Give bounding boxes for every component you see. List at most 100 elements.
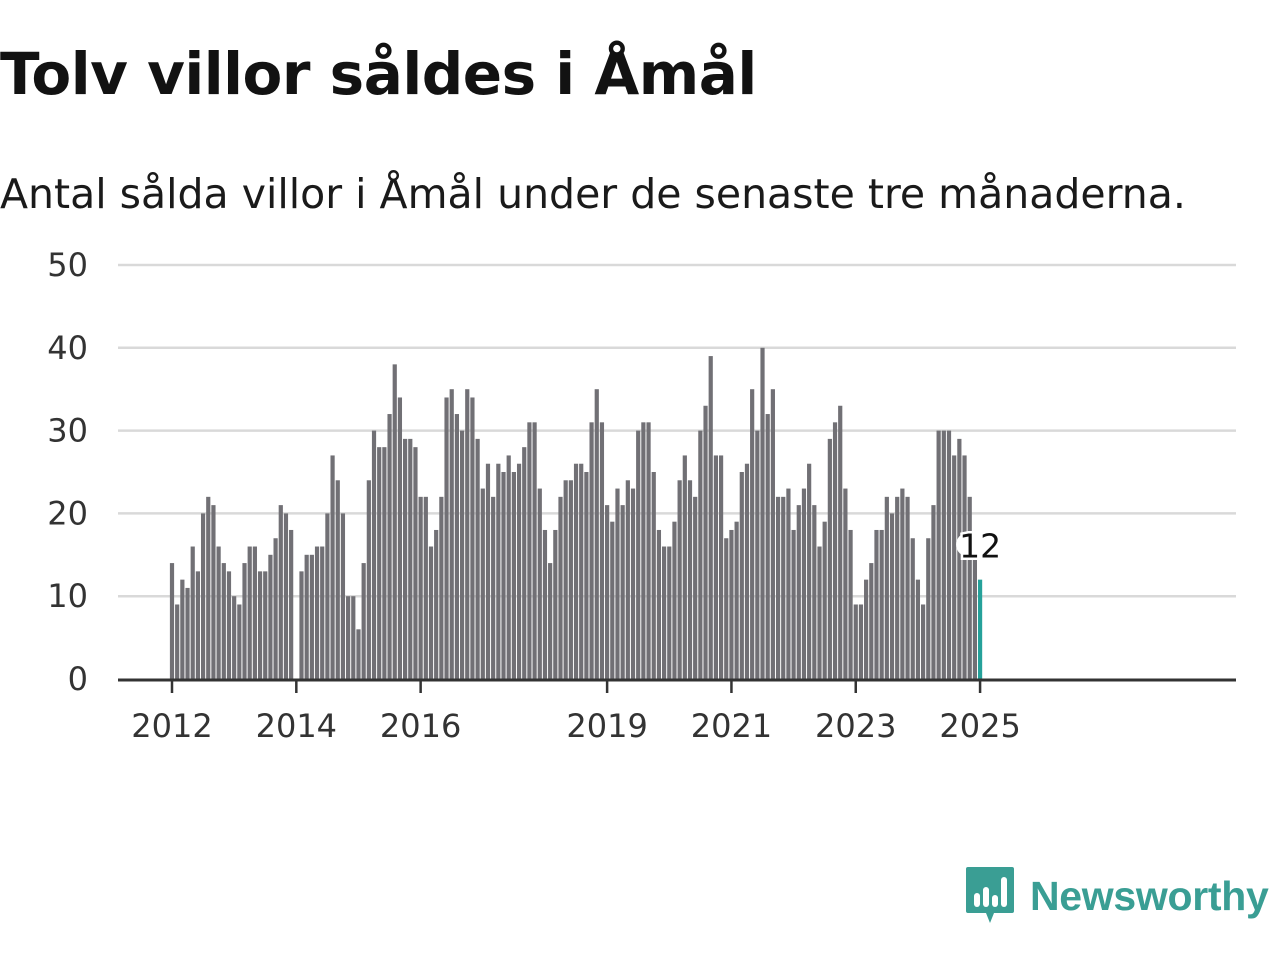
bar bbox=[744, 463, 750, 679]
bar bbox=[786, 488, 791, 679]
bar bbox=[537, 488, 542, 679]
bar bbox=[175, 604, 180, 679]
bar bbox=[268, 554, 273, 679]
bar bbox=[858, 604, 864, 679]
bar bbox=[169, 563, 175, 679]
bar bbox=[962, 455, 967, 679]
bar bbox=[413, 447, 418, 679]
chart-title: Tolv villor såldes i Åmål bbox=[0, 40, 757, 108]
bar bbox=[226, 571, 232, 679]
bar bbox=[190, 546, 195, 679]
bar bbox=[247, 546, 252, 679]
x-tick-label: 2021 bbox=[691, 707, 772, 745]
bar bbox=[439, 496, 444, 679]
bar bbox=[491, 496, 496, 679]
bar bbox=[791, 529, 796, 679]
bar bbox=[444, 397, 449, 679]
bar bbox=[667, 546, 672, 679]
bar bbox=[895, 496, 900, 679]
bar bbox=[584, 472, 589, 679]
bar bbox=[309, 554, 314, 679]
y-tick-label: 30 bbox=[47, 412, 88, 450]
bar bbox=[646, 422, 651, 679]
bar bbox=[662, 546, 667, 679]
bar bbox=[926, 538, 931, 679]
bar bbox=[506, 455, 511, 679]
bar bbox=[636, 430, 641, 679]
bar bbox=[967, 496, 972, 679]
bar bbox=[936, 430, 941, 679]
bar bbox=[465, 389, 470, 679]
bar bbox=[625, 480, 630, 679]
bar bbox=[610, 521, 615, 679]
bar bbox=[459, 430, 465, 679]
bar bbox=[838, 405, 843, 679]
bar bbox=[781, 496, 786, 679]
bar bbox=[257, 571, 263, 679]
bar bbox=[843, 488, 848, 679]
bar bbox=[946, 430, 952, 679]
bar bbox=[832, 422, 838, 679]
bar bbox=[952, 455, 957, 679]
bar bbox=[511, 472, 516, 679]
bar bbox=[283, 513, 289, 679]
bar bbox=[180, 579, 185, 679]
bar bbox=[615, 488, 620, 679]
bar bbox=[289, 529, 294, 679]
bar bbox=[739, 472, 744, 679]
bar bbox=[682, 455, 687, 679]
bar bbox=[900, 488, 905, 679]
bar bbox=[278, 505, 283, 679]
x-tick-label: 2014 bbox=[256, 707, 337, 745]
bar bbox=[729, 529, 734, 679]
bar-highlight bbox=[977, 579, 983, 679]
x-tick-label: 2019 bbox=[566, 707, 647, 745]
bar bbox=[703, 405, 708, 679]
bar bbox=[568, 480, 573, 679]
bar bbox=[242, 563, 247, 679]
bar bbox=[470, 397, 475, 679]
bars bbox=[169, 347, 983, 679]
bar bbox=[972, 554, 977, 679]
bar bbox=[853, 604, 858, 679]
bar bbox=[211, 505, 216, 679]
bar bbox=[594, 389, 599, 679]
bar bbox=[299, 571, 304, 679]
bar bbox=[232, 596, 237, 679]
grid-lines bbox=[118, 263, 1236, 598]
bar bbox=[237, 604, 242, 679]
x-tick-label: 2023 bbox=[815, 707, 896, 745]
bar bbox=[941, 430, 946, 679]
bar bbox=[931, 505, 936, 679]
bar bbox=[449, 389, 454, 679]
bar bbox=[589, 422, 594, 679]
bar bbox=[921, 604, 926, 679]
bar bbox=[527, 422, 532, 679]
bar bbox=[822, 521, 827, 679]
y-tick-label: 10 bbox=[47, 577, 88, 615]
bar bbox=[957, 438, 962, 679]
bar bbox=[677, 480, 682, 679]
bar bbox=[573, 463, 579, 679]
bar bbox=[320, 546, 325, 679]
bar bbox=[698, 430, 703, 679]
bar bbox=[672, 521, 677, 679]
bar bbox=[532, 422, 537, 679]
chart-subtitle: Antal sålda villor i Åmål under de senas… bbox=[0, 170, 1186, 218]
y-tick-label: 20 bbox=[47, 494, 88, 532]
bar bbox=[200, 513, 206, 679]
bar bbox=[889, 513, 895, 679]
bar bbox=[770, 389, 775, 679]
bar bbox=[548, 563, 553, 679]
bar bbox=[910, 538, 915, 679]
bar bbox=[330, 455, 335, 679]
y-tick-label: 50 bbox=[47, 246, 88, 284]
bar bbox=[713, 455, 718, 679]
bar bbox=[496, 463, 501, 679]
bar bbox=[423, 496, 428, 679]
bar bbox=[387, 414, 392, 679]
bar bbox=[221, 563, 226, 679]
bar bbox=[718, 455, 724, 679]
bar bbox=[693, 496, 698, 679]
bar bbox=[377, 447, 382, 679]
